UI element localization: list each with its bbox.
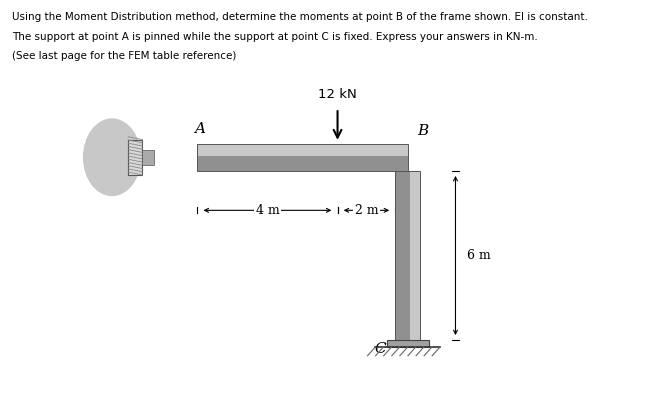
Text: The support at point A is pinned while the support at point C is fixed. Express : The support at point A is pinned while t… [12, 32, 537, 42]
Text: 12 kN: 12 kN [318, 88, 357, 101]
Text: 2 m: 2 m [354, 204, 378, 217]
Bar [197, 144, 408, 171]
Ellipse shape [83, 118, 141, 196]
Text: 6 m: 6 m [467, 249, 491, 262]
Bar [143, 150, 154, 165]
Text: 4 m: 4 m [255, 204, 279, 217]
Text: C: C [374, 342, 385, 356]
Bar [395, 171, 410, 340]
Text: Using the Moment Distribution method, determine the moments at point B of the fr: Using the Moment Distribution method, de… [12, 12, 587, 22]
Bar [197, 156, 408, 171]
Bar [197, 144, 408, 156]
Text: B: B [417, 124, 428, 138]
Bar [410, 171, 420, 340]
Text: A: A [194, 122, 205, 136]
Text: (See last page for the FEM table reference): (See last page for the FEM table referen… [12, 51, 236, 61]
Bar [128, 140, 143, 175]
Bar [395, 171, 420, 340]
Bar [387, 340, 428, 347]
